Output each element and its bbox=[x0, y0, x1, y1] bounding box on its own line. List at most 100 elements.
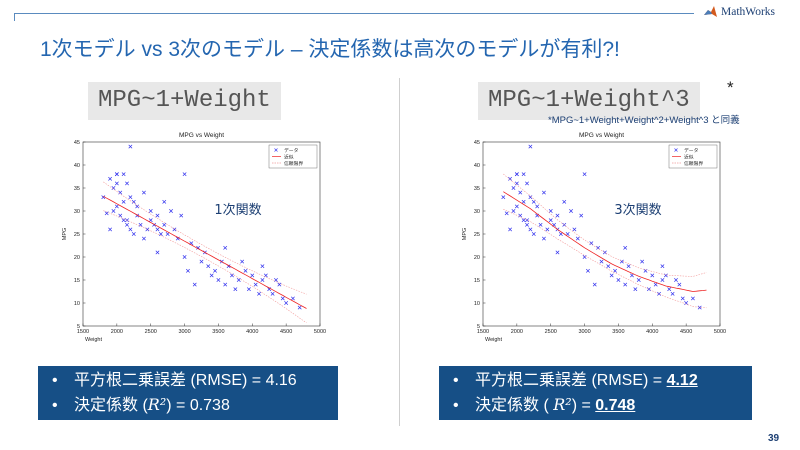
right-formula: MPG~1+Weight^3 bbox=[478, 82, 700, 120]
mathworks-membrane-icon bbox=[704, 6, 717, 17]
data-point bbox=[114, 181, 119, 186]
data-point bbox=[131, 232, 136, 236]
right-rmse-item: • 平方根二乗誤差 (RMSE) = 4.12 bbox=[453, 372, 698, 389]
data-point bbox=[206, 264, 211, 269]
r-squared-symbol: R² bbox=[553, 395, 572, 414]
y-tick-label: 40 bbox=[74, 163, 80, 169]
data-point bbox=[111, 209, 116, 213]
data-point bbox=[148, 218, 153, 223]
chart-title: MPG vs Weight bbox=[179, 132, 224, 139]
data-point bbox=[128, 227, 133, 232]
data-point bbox=[284, 301, 289, 305]
formula-footnote-star: * bbox=[727, 78, 734, 97]
data-point bbox=[579, 213, 584, 218]
data-point bbox=[260, 264, 265, 269]
data-point bbox=[521, 218, 526, 223]
data-point bbox=[162, 222, 167, 227]
data-point bbox=[511, 209, 516, 213]
right-metrics-box: • 平方根二乗誤差 (RMSE) = 4.12 • 決定係数 ( R²) = 0.7… bbox=[439, 366, 752, 420]
y-axis-label: MPG bbox=[462, 228, 468, 241]
data-point bbox=[240, 259, 245, 264]
data-point bbox=[521, 199, 526, 204]
data-point bbox=[525, 218, 529, 223]
data-point bbox=[280, 296, 285, 301]
data-point bbox=[657, 291, 662, 296]
data-point bbox=[663, 273, 668, 278]
data-point bbox=[501, 195, 506, 200]
y-tick-label: 25 bbox=[74, 232, 80, 238]
data-point bbox=[582, 172, 587, 177]
data-point bbox=[626, 264, 631, 269]
data-point bbox=[125, 222, 129, 227]
x-tick-label: 1500 bbox=[477, 329, 489, 335]
data-point bbox=[128, 195, 133, 200]
x-tick-label: 3000 bbox=[578, 329, 590, 335]
left-rmse-text: 平方根二乗誤差 (RMSE) = 4.16 bbox=[74, 372, 297, 389]
x-tick-label: 2500 bbox=[145, 329, 157, 335]
y-tick-label: 5 bbox=[477, 324, 480, 330]
right-plot: MPG vs Weight 1500 2000 2500 3000 3500 4000 450… bbox=[462, 132, 726, 343]
x-tick-label: 4500 bbox=[680, 329, 692, 335]
data-point bbox=[101, 195, 106, 200]
legend-entry: 信頼限界 bbox=[684, 160, 703, 167]
data-point bbox=[643, 268, 648, 273]
data-point bbox=[223, 282, 228, 287]
data-point bbox=[528, 195, 533, 200]
data-point bbox=[141, 236, 146, 241]
data-point bbox=[518, 190, 523, 195]
data-point bbox=[636, 278, 641, 282]
data-point bbox=[155, 213, 160, 218]
legend-box bbox=[668, 144, 718, 169]
data-point bbox=[277, 282, 282, 287]
data-point bbox=[162, 199, 167, 204]
data-point bbox=[141, 190, 146, 195]
y-tick-label: 30 bbox=[74, 209, 80, 215]
data-point bbox=[518, 213, 523, 218]
data-point bbox=[562, 199, 567, 204]
fit-line bbox=[103, 195, 307, 309]
data-point bbox=[630, 273, 634, 278]
data-point bbox=[257, 291, 262, 296]
data-point bbox=[650, 273, 655, 278]
data-point bbox=[521, 172, 526, 177]
legend-marker bbox=[274, 148, 278, 152]
x-tick-label: 1500 bbox=[77, 329, 89, 335]
data-point bbox=[684, 301, 689, 305]
data-point bbox=[118, 190, 123, 195]
formula-footnote: *MPG~1+Weight+Weight^2+Weight^3 と同義 bbox=[548, 115, 740, 126]
data-point bbox=[667, 287, 672, 292]
y-tick-label: 10 bbox=[74, 301, 80, 307]
legend-marker bbox=[674, 148, 678, 152]
data-point bbox=[175, 236, 180, 241]
data-point bbox=[131, 199, 136, 204]
data-point bbox=[230, 273, 234, 278]
data-point bbox=[111, 186, 116, 190]
data-point bbox=[511, 186, 516, 190]
data-point bbox=[135, 204, 140, 209]
data-point bbox=[680, 296, 685, 301]
data-point bbox=[541, 190, 546, 195]
data-point bbox=[525, 181, 529, 186]
y-tick-label: 30 bbox=[474, 209, 480, 215]
x-tick-label: 3500 bbox=[612, 329, 624, 335]
legend-entry: 信頼限界 bbox=[284, 160, 303, 167]
legend-entry: データ bbox=[284, 147, 299, 154]
page-number: 39 bbox=[768, 433, 780, 444]
legend-entry: データ bbox=[684, 147, 699, 154]
data-point bbox=[569, 209, 573, 213]
data-point bbox=[555, 250, 560, 255]
mathworks-logo: MathWorks bbox=[703, 5, 775, 19]
data-point bbox=[535, 204, 540, 209]
data-point bbox=[586, 268, 590, 273]
left-formula: MPG~1+Weight bbox=[88, 82, 281, 120]
data-point bbox=[216, 278, 221, 282]
data-point bbox=[243, 268, 248, 273]
data-point bbox=[199, 259, 204, 264]
data-point bbox=[592, 282, 597, 287]
data-point bbox=[158, 232, 163, 236]
data-point bbox=[653, 282, 658, 287]
data-point bbox=[660, 264, 665, 269]
data-point bbox=[531, 199, 536, 204]
y-tick-label: 10 bbox=[474, 301, 480, 307]
